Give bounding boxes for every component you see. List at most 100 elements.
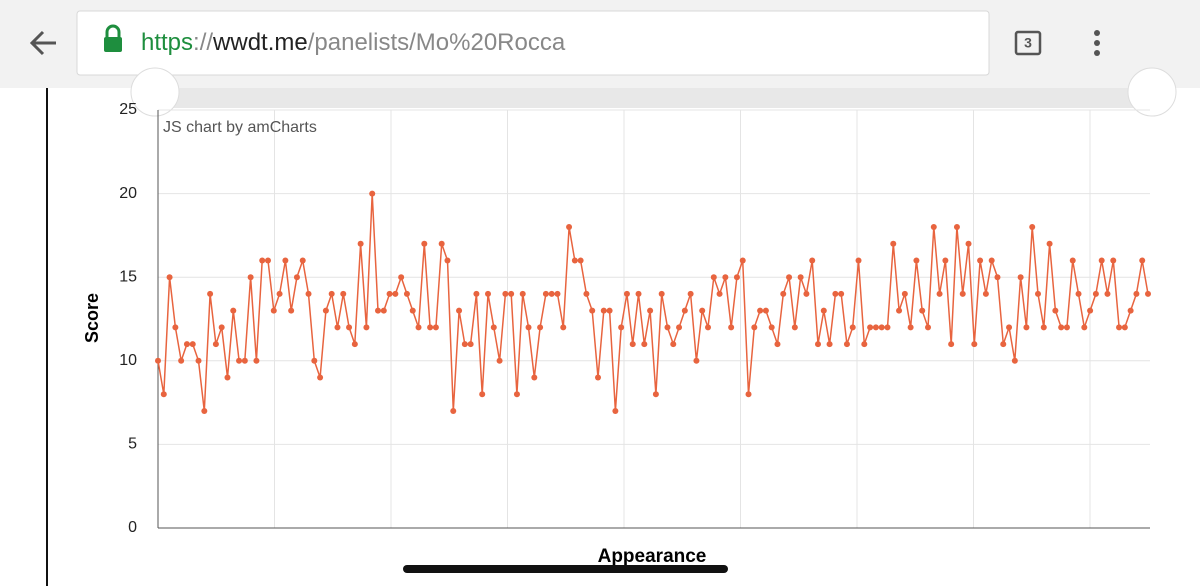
point (456, 307, 463, 314)
point (826, 341, 833, 348)
point (392, 290, 399, 297)
point (265, 257, 271, 264)
y-axis-label: Score (82, 293, 102, 343)
point (890, 240, 897, 247)
point (1063, 324, 1070, 331)
point (705, 324, 711, 331)
point (172, 324, 179, 331)
point (317, 374, 324, 381)
point (1087, 307, 1094, 314)
point (230, 307, 237, 314)
point (531, 374, 538, 381)
point (189, 341, 196, 348)
point (867, 324, 874, 331)
point (1046, 240, 1053, 247)
point (786, 274, 793, 281)
point (710, 274, 717, 281)
point (1110, 257, 1117, 264)
point (432, 324, 439, 331)
point (693, 357, 700, 364)
tab-count: 3 (1024, 35, 1032, 51)
lock-icon (104, 24, 122, 52)
point (322, 307, 329, 314)
back-button[interactable] (29, 30, 56, 56)
point (618, 324, 625, 331)
point (994, 274, 1001, 281)
point (218, 324, 225, 331)
point (982, 290, 989, 297)
point (473, 290, 480, 297)
point (380, 307, 387, 314)
point (461, 341, 468, 348)
y-tick-label: 5 (128, 436, 137, 453)
point (519, 290, 526, 297)
menu-button[interactable] (1094, 30, 1100, 56)
tab-switcher[interactable] (1014, 30, 1042, 56)
point (415, 324, 422, 331)
point (878, 324, 885, 331)
point (1069, 257, 1076, 264)
point (288, 307, 295, 314)
point (606, 307, 613, 314)
scrollbar[interactable] (158, 88, 1150, 108)
point (1139, 257, 1146, 264)
point (236, 357, 243, 364)
point (508, 290, 515, 297)
point (311, 357, 318, 364)
point (815, 341, 821, 348)
y-tick-label: 10 (119, 352, 137, 369)
point (855, 257, 862, 264)
point (832, 290, 839, 297)
point (1052, 307, 1059, 314)
point (774, 341, 781, 348)
point (623, 290, 630, 297)
point (1121, 324, 1128, 331)
point (820, 307, 827, 314)
point (849, 324, 856, 331)
scroll-handle[interactable] (130, 67, 180, 117)
point (884, 324, 891, 331)
point (641, 341, 648, 348)
point (733, 274, 740, 281)
point (548, 290, 555, 297)
url-bar[interactable] (76, 10, 990, 76)
scroll-handle[interactable] (1127, 67, 1177, 117)
point (1023, 324, 1030, 331)
point (1133, 290, 1140, 297)
point (959, 290, 966, 297)
point (838, 290, 845, 297)
point (1145, 290, 1151, 297)
point (965, 240, 972, 247)
point (305, 290, 312, 297)
point (635, 290, 642, 297)
point (299, 257, 306, 264)
point (1075, 290, 1082, 297)
point (728, 324, 735, 331)
point (1058, 324, 1065, 331)
point (988, 257, 995, 264)
point (629, 341, 636, 348)
point (745, 391, 752, 398)
point (212, 341, 219, 348)
url: https://wwdt.me/panelists/Mo%20Rocca (141, 29, 566, 56)
point (953, 224, 960, 231)
point (155, 357, 161, 364)
point (1035, 290, 1041, 297)
point (1006, 324, 1013, 331)
point (757, 307, 764, 314)
point (502, 290, 509, 297)
point (716, 290, 723, 297)
point (195, 357, 202, 364)
point (207, 290, 214, 297)
point (791, 324, 798, 331)
point (919, 307, 926, 314)
point (936, 290, 943, 297)
point (537, 324, 544, 331)
point (907, 324, 914, 331)
home-indicator (403, 565, 728, 573)
y-tick-label: 15 (119, 268, 137, 285)
point (1104, 290, 1111, 297)
point (913, 257, 920, 264)
point (803, 290, 810, 297)
point (658, 290, 665, 297)
